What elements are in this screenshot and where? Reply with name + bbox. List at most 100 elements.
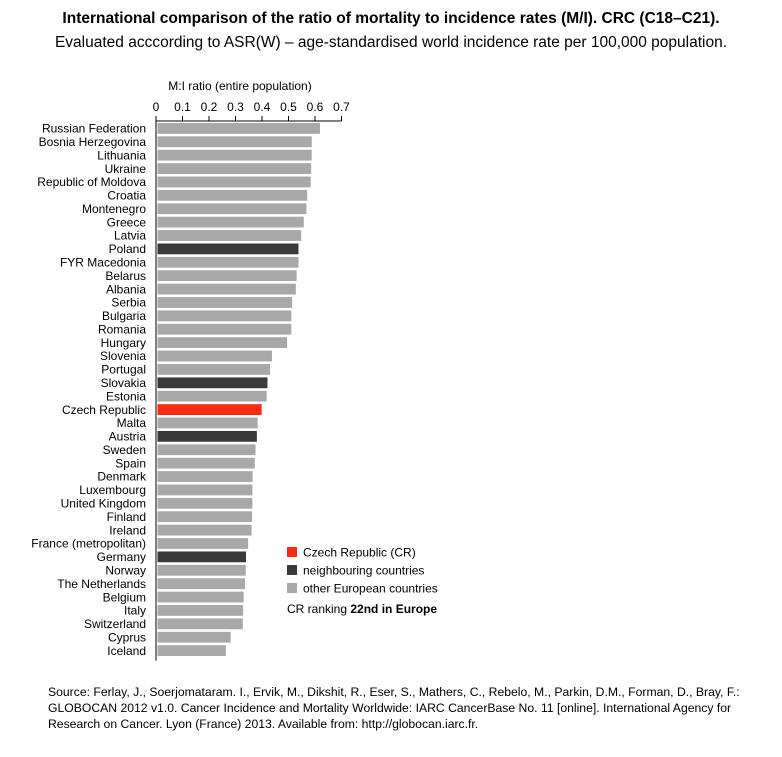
category-label: United Kingdom [61,497,146,511]
x-axis-ticks: 0 0.1 0.2 0.3 0.4 0.5 0.6 0.7 [153,100,350,121]
x-axis-label: M:I ratio (entire population) [168,79,311,93]
x-tick-label: 0.1 [174,100,191,114]
bar-neighbour [157,377,268,389]
x-tick-label: 0.2 [201,100,218,114]
category-label: Bulgaria [102,309,146,323]
bar-other [157,310,292,322]
bar-other [157,457,255,469]
bar-other [157,538,249,549]
bar-neighbour [157,430,257,442]
category-label: Hungary [101,336,146,350]
x-tick-label: 0.4 [254,100,271,114]
bar-neighbour [157,551,247,563]
bar-other [157,645,226,657]
bar-other [157,203,307,215]
category-label: Serbia [111,296,146,310]
category-label: Spain [115,456,146,470]
bar-other [157,417,258,429]
source-note: Source: Ferlay, J., Soerjomataram. I., E… [48,685,740,731]
bar-other [157,444,256,456]
bars [157,123,320,657]
x-tick-label: 0.3 [227,100,244,114]
category-label: Greece [107,215,147,229]
bar-other [157,591,244,603]
category-label: Iceland [107,644,146,658]
bar-other [157,216,304,228]
category-label: Poland [109,242,146,256]
category-label: Lithuania [97,148,146,162]
chart-subtitle: Evaluated acccording to ASR(W) – age-sta… [54,34,728,51]
category-label: Portugal [101,363,146,377]
bar-other [157,163,312,174]
category-label: Ukraine [105,162,147,176]
category-label: FYR Macedonia [60,256,146,270]
category-label: The Netherlands [57,577,146,591]
legend-swatch [287,583,297,593]
ranking-prefix: CR ranking [287,602,350,616]
bar-other [157,176,311,188]
legend-label: other European countries [303,582,438,596]
bar-other [157,136,312,148]
ranking-value: 22nd in Europe [350,602,437,616]
ranking-annotation: CR ranking 22nd in Europe [287,602,437,616]
legend: Czech Republic (CR) neighbouring countrie… [287,546,438,596]
category-label: Russian Federation [42,122,146,136]
bar-other [157,123,320,134]
bar-other [157,497,253,509]
x-tick-label: 0.7 [333,100,350,114]
bar-other [157,337,288,349]
bar-other [157,564,246,576]
bar-neighbour [157,243,299,255]
category-label: Latvia [114,229,146,243]
axes [155,120,342,661]
bar-other [157,323,292,335]
category-label: Austria [109,430,147,444]
category-label: Denmark [97,470,147,484]
bar-other [157,283,296,295]
bar-other [157,256,299,268]
bar-other [157,189,308,201]
category-label: Sweden [103,443,146,457]
legend-swatch [287,565,297,575]
legend-label: neighbouring countries [303,564,424,578]
category-label: Republic of Moldova [37,175,146,189]
category-label: Albania [106,282,146,296]
category-label: France (metropolitan) [31,537,146,551]
category-label: Bosnia Herzegovina [39,135,147,149]
x-tick-label: 0.6 [307,100,324,114]
category-label: Luxembourg [79,483,146,497]
category-label: Switzerland [84,617,146,631]
bar-other [157,230,302,241]
bar-other [157,364,271,375]
category-label: Cyprus [108,630,146,644]
category-label: Ireland [109,523,146,537]
category-label: Finland [107,510,146,524]
bar-other [157,484,253,496]
bar-cr [157,404,262,415]
bar-other [157,390,267,402]
bar-other [157,524,252,536]
bar-other [157,605,244,616]
x-tick-label: 0.5 [280,100,297,114]
category-label: Norway [105,563,146,577]
bar-other [157,631,231,643]
category-label: Malta [117,416,147,430]
bar-other [157,270,297,282]
category-label: Romania [98,322,146,336]
category-label: Belgium [103,590,146,604]
category-label: Estonia [106,389,146,403]
bar-other [157,471,253,482]
category-label: Croatia [107,189,146,203]
legend-label: Czech Republic (CR) [303,546,416,560]
category-label: Montenegro [82,202,146,216]
bar-other [157,511,253,523]
chart-title: International comparison of the ratio of… [62,10,720,27]
x-tick-label: 0 [153,100,160,114]
category-label: Slovenia [100,349,146,363]
bar-other [157,350,272,362]
bar-other [157,149,312,161]
category-label: Belarus [105,269,146,283]
legend-swatch [287,547,297,557]
bar-chart: M:I ratio (entire population) 0 0.1 0.2 0.3… [31,79,438,661]
